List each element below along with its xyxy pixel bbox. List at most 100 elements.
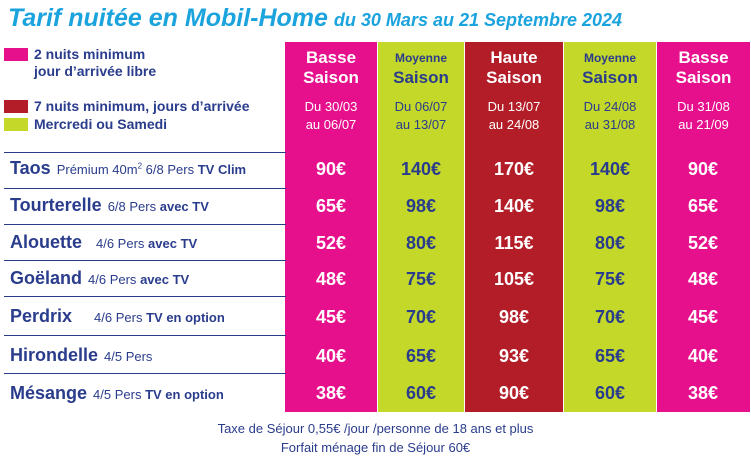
price-cell: 98€ xyxy=(498,307,530,327)
season-date-from: Du 13/07 xyxy=(487,99,541,114)
rental-desc-text: 4/5 Pers xyxy=(104,349,153,364)
price-cell: 115€ xyxy=(494,233,534,253)
rental-name-perdrix: Perdrix 4/6 Pers TV en option xyxy=(10,306,225,327)
price-cell: 65€ xyxy=(687,196,719,216)
price-cell: 65€ xyxy=(594,346,626,366)
legend-swatch-green xyxy=(4,118,28,131)
season-date-to: au 24/08 xyxy=(488,117,540,132)
price-cell: 52€ xyxy=(315,233,347,253)
rental-desc-text: 6/8 Pers xyxy=(107,199,157,214)
price-cell: 90€ xyxy=(687,159,719,179)
legend-label: 7 nuits minimum, jours d’arrivée xyxy=(34,98,250,114)
season-label: Saison xyxy=(303,68,359,87)
price-cell: 45€ xyxy=(687,307,719,327)
season-column-basse-1: Basse Saison Du 30/03 au 06/07 xyxy=(285,42,377,412)
price-cell: 80€ xyxy=(405,233,437,253)
price-cell: 65€ xyxy=(315,196,347,216)
season-dates: Du 30/03 au 06/07 xyxy=(285,98,377,134)
season-dates: Du 31/08 au 21/09 xyxy=(657,98,750,134)
price-cell: 75€ xyxy=(594,269,626,289)
season-label: Saison xyxy=(582,68,638,87)
price-cell: 38€ xyxy=(687,383,719,403)
season-column-haute: Haute Saison Du 13/07 au 24/08 xyxy=(465,42,563,412)
rental-desc-text: 4/5 Pers xyxy=(93,387,142,402)
row-divider xyxy=(4,335,286,336)
season-date-to: au 06/07 xyxy=(305,117,357,132)
rental-desc-text: 4/6 Pers xyxy=(88,272,137,287)
season-header: Moyenne Saison xyxy=(564,48,656,88)
season-name: Moyenne xyxy=(583,51,636,65)
season-date-from: Du 30/03 xyxy=(304,99,358,114)
rental-description: 4/5 Pers xyxy=(104,349,152,364)
rental-desc-text: 4/6 Pers xyxy=(96,236,145,251)
row-divider xyxy=(4,260,286,261)
price-cell: 60€ xyxy=(405,383,437,403)
season-label: Saison xyxy=(393,68,449,87)
rental-desc-option: TV Clim xyxy=(197,162,247,177)
price-cell: 140€ xyxy=(400,159,442,179)
legend-swatch-red xyxy=(4,100,28,113)
rental-name-taos: Taos Prémium 40m2 6/8 Pers TV Clim xyxy=(10,158,246,179)
price-cell: 70€ xyxy=(594,307,626,327)
legend-label: Mercredi ou Samedi xyxy=(34,116,168,132)
season-dates: Du 24/08 au 31/08 xyxy=(564,98,656,134)
row-divider xyxy=(4,373,286,374)
rental-description: 4/6 Pers TV en option xyxy=(94,310,225,325)
price-cell: 52€ xyxy=(687,233,719,253)
rental-name: Mésange xyxy=(10,383,88,403)
price-cell: 98€ xyxy=(405,196,437,216)
price-cell: 90€ xyxy=(498,383,530,403)
price-cell: 40€ xyxy=(687,346,719,366)
price-cell: 105€ xyxy=(493,269,535,289)
rental-desc-sup: 2 xyxy=(137,161,143,171)
price-cell: 98€ xyxy=(594,196,626,216)
price-cell: 140€ xyxy=(589,159,631,179)
page-title: Tarif nuitée en Mobil-Home du 30 Mars au … xyxy=(8,4,622,36)
cleaning-fee-note: Forfait ménage fin de Séjour 60€ xyxy=(280,440,471,455)
season-label: Saison xyxy=(486,68,542,87)
rental-description: 4/6 Pers avec TV xyxy=(88,272,189,287)
price-cell: 40€ xyxy=(315,346,347,366)
legend-swatch-pink xyxy=(4,48,28,61)
price-cell: 140€ xyxy=(493,196,535,216)
price-cell: 45€ xyxy=(315,307,347,327)
rental-name: Perdrix xyxy=(10,306,73,326)
rental-desc-text: 4/6 Pers xyxy=(94,310,143,325)
season-name: Moyenne xyxy=(394,51,447,65)
season-date-from: Du 06/07 xyxy=(394,99,448,114)
season-date-from: Du 31/08 xyxy=(677,99,730,114)
rental-name: Taos xyxy=(10,158,51,178)
tourist-tax-note: Taxe de Séjour 0,55€ /jour /personne de … xyxy=(217,421,534,436)
rental-name-tourterelle: Tourterelle 6/8 Pers avec TV xyxy=(10,195,209,216)
price-cell: 48€ xyxy=(315,269,347,289)
rental-desc-text: Prémium 40m xyxy=(56,162,138,177)
season-column-basse-2: Basse Saison Du 31/08 au 21/09 xyxy=(657,42,750,412)
price-cell: 38€ xyxy=(315,383,347,403)
price-cell: 90€ xyxy=(315,159,347,179)
row-divider xyxy=(4,188,286,189)
season-column-moyenne-1: Moyenne Saison Du 06/07 au 13/07 xyxy=(378,42,464,412)
season-dates: Du 13/07 au 24/08 xyxy=(465,98,563,134)
season-column-moyenne-2: Moyenne Saison Du 24/08 au 31/08 xyxy=(564,42,656,412)
rental-description: 4/5 Pers TV en option xyxy=(93,387,224,402)
rental-name-alouette: Alouette 4/6 Pers avec TV xyxy=(10,232,197,253)
title-main: Tarif nuitée en Mobil-Home xyxy=(8,4,328,32)
rental-desc-option: avec TV xyxy=(140,272,190,287)
rental-name-mesange: Mésange 4/5 Pers TV en option xyxy=(10,383,224,404)
row-divider xyxy=(4,152,286,153)
season-header: Moyenne Saison xyxy=(378,48,464,88)
price-cell: 93€ xyxy=(498,346,530,366)
season-date-to: au 13/07 xyxy=(395,117,447,132)
price-cell: 80€ xyxy=(594,233,626,253)
season-dates: Du 06/07 au 13/07 xyxy=(378,98,464,134)
price-cell: 65€ xyxy=(405,346,437,366)
legend-label: jour d’arrivée libre xyxy=(34,63,157,79)
price-cell: 170€ xyxy=(493,159,535,179)
rental-name-goeland: Goëland 4/6 Pers avec TV xyxy=(10,268,189,289)
title-dates: du 30 Mars au 21 Septembre 2024 xyxy=(333,10,623,30)
rental-desc-option: avec TV xyxy=(148,236,198,251)
season-label: Saison xyxy=(675,68,732,87)
rental-name: Hirondelle xyxy=(10,345,99,365)
season-header: Basse Saison xyxy=(657,48,750,88)
rental-description: 4/6 Pers avec TV xyxy=(96,236,197,251)
